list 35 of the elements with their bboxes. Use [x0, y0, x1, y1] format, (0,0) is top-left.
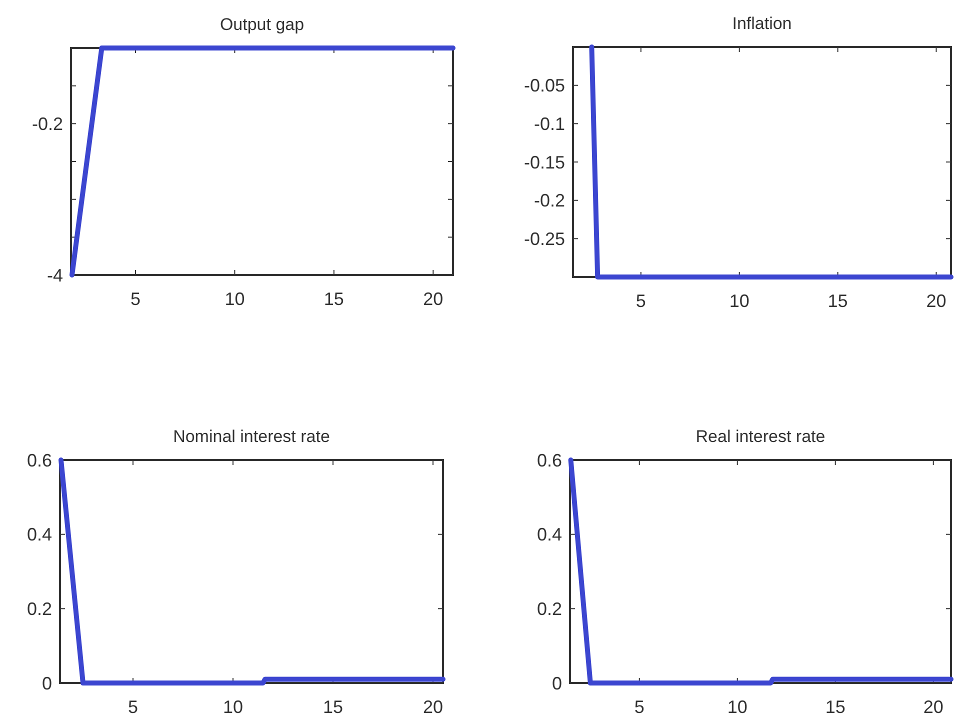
y-tick-label: 0.4 [26, 524, 52, 545]
chart-title: Inflation [732, 14, 792, 33]
x-tick-label: 10 [729, 291, 750, 311]
chart-title: Nominal interest rate [173, 427, 330, 446]
x-tick-label: 20 [423, 289, 444, 309]
y-tick-label: -4 [46, 265, 63, 286]
x-tick-label: 10 [727, 697, 748, 717]
x-tick-label: 20 [923, 697, 944, 717]
y-tick-label: 0 [42, 673, 52, 694]
x-tick-label: 15 [828, 291, 848, 311]
x-tick-label: 10 [222, 697, 244, 717]
y-tick-label: 0.6 [26, 450, 52, 470]
x-tick-label: 15 [825, 697, 846, 717]
x-tick-label: 20 [926, 291, 946, 311]
x-tick-label: 15 [324, 289, 344, 309]
y-tick-label: 0.2 [536, 598, 562, 619]
y-tick-label: -0.2 [32, 114, 63, 134]
y-tick-label: 0.2 [26, 598, 52, 619]
y-tick-label: 0.4 [536, 524, 562, 545]
chart-title: Real interest rate [696, 427, 826, 446]
x-tick-label: 5 [636, 291, 646, 311]
y-tick-label: -0.25 [524, 228, 565, 249]
x-tick-label: 10 [224, 289, 245, 309]
y-tick-label: 0 [552, 673, 562, 694]
y-tick-label: -0.1 [534, 114, 565, 134]
y-tick-label: -0.15 [524, 152, 565, 172]
x-tick-label: 20 [422, 697, 444, 717]
x-tick-label: 5 [128, 697, 138, 717]
y-tick-label: 0.6 [536, 450, 562, 470]
chart-title: Output gap [220, 15, 304, 34]
x-tick-label: 5 [634, 697, 644, 717]
x-tick-label: 5 [130, 289, 140, 309]
y-tick-label: -0.05 [524, 76, 565, 96]
x-tick-label: 15 [322, 697, 344, 717]
y-tick-label: -0.2 [534, 190, 565, 211]
